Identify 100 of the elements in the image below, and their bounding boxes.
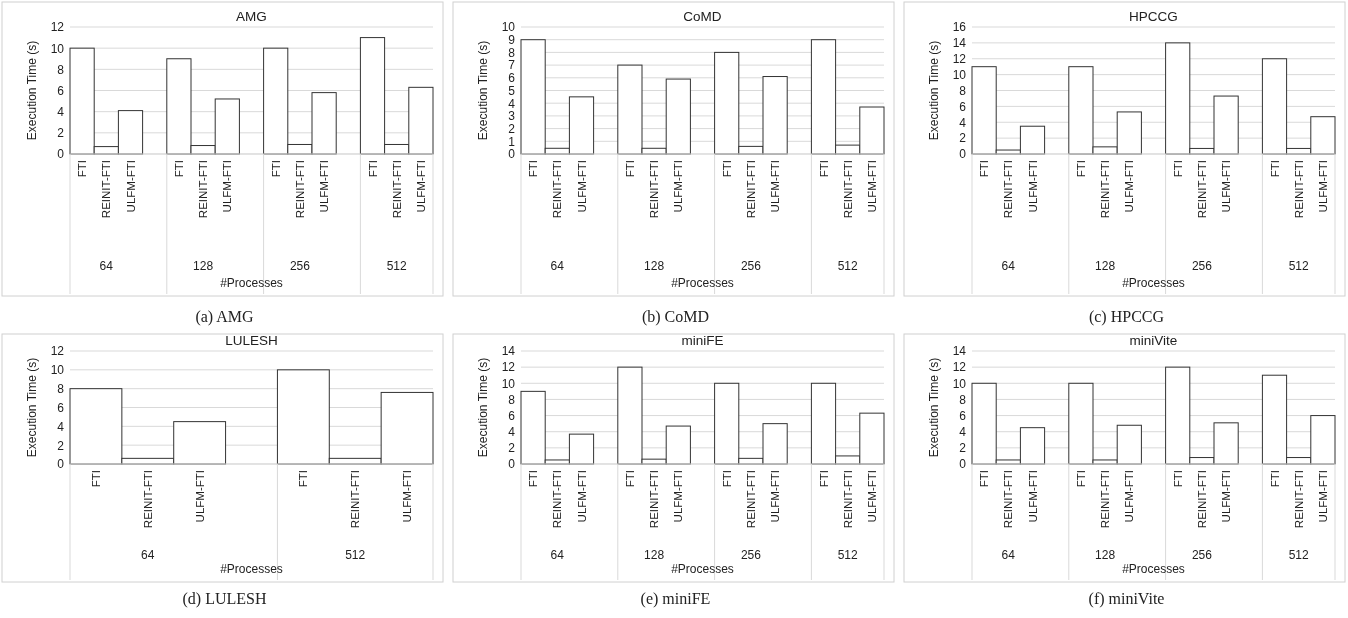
y-tick-label: 0 — [57, 147, 65, 162]
y-tick-label: 12 — [952, 360, 967, 375]
x-tick-label: ULFM-FTI — [1123, 470, 1136, 523]
text: 128 — [1095, 259, 1116, 273]
x-tick-label: REINIT-FTI — [1292, 470, 1305, 529]
y-tick-label: 9 — [508, 33, 516, 48]
x-tick-label: ULFM-FTI — [124, 160, 137, 213]
y-tick-label: 2 — [508, 441, 516, 456]
y-tick-label: 4 — [959, 115, 967, 130]
text: 256 — [1191, 259, 1213, 273]
x-tick-label: REINIT-FTI — [100, 160, 113, 219]
text: 256 — [740, 259, 762, 273]
x-tick-label: ULFM-FTI — [672, 160, 685, 213]
y-tick-label: 4 — [508, 425, 516, 440]
x-tick-label: FTI — [297, 470, 310, 488]
x-tick-label: REINIT-FTI — [744, 160, 757, 219]
x-axis-title: #Processes — [220, 276, 283, 290]
text: 128 — [644, 259, 665, 273]
y-tick-label: 1 — [508, 134, 516, 149]
y-tick-label: 10 — [952, 376, 967, 391]
y-tick-label: 12 — [50, 20, 65, 35]
text: 64 — [550, 548, 565, 562]
x-tick-label: REINIT-FTI — [551, 160, 564, 219]
y-tick-label: 12 — [952, 52, 967, 67]
text: 64 — [1001, 259, 1016, 273]
x-tick-label: REINIT-FTI — [390, 160, 403, 219]
text: 256 — [740, 548, 762, 562]
x-tick-label: ULFM-FTI — [1123, 160, 1136, 213]
x-axis-title: #Processes — [671, 562, 734, 576]
x-tick-label: REINIT-FTI — [841, 470, 854, 529]
y-tick-label: 8 — [508, 392, 516, 407]
x-tick-label: ULFM-FTI — [1220, 470, 1233, 523]
chart-title: miniVite — [1129, 333, 1178, 348]
x-tick-label: ULFM-FTI — [1026, 160, 1039, 213]
y-tick-label: 14 — [952, 36, 967, 51]
y-tick-label: 14 — [952, 344, 967, 359]
x-tick-label: FTI — [527, 470, 540, 488]
y-tick-label: 2 — [508, 121, 516, 136]
x-tick-label: REINIT-FTI — [1002, 470, 1015, 529]
x-axis-title: #Processes — [1122, 276, 1185, 290]
x-tick-label: ULFM-FTI — [1026, 470, 1039, 523]
x-tick-label: ULFM-FTI — [769, 160, 782, 213]
x-tick-label: REINIT-FTI — [648, 160, 661, 219]
x-tick-label: REINIT-FTI — [744, 470, 757, 529]
y-tick-label: 2 — [959, 131, 967, 146]
x-tick-label: REINIT-FTI — [1099, 160, 1112, 219]
x-tick-label: FTI — [1171, 160, 1184, 178]
chart-title: HPCCG — [1129, 9, 1178, 24]
x-tick-label: FTI — [978, 160, 991, 178]
x-tick-label: FTI — [1171, 470, 1184, 488]
text: 512 — [345, 548, 366, 562]
y-tick-label: 0 — [508, 457, 516, 472]
x-tick-label: FTI — [269, 160, 282, 178]
x-tick-label: FTI — [172, 160, 185, 178]
x-tick-label: REINIT-FTI — [197, 160, 210, 219]
x-tick-label: FTI — [76, 160, 89, 178]
y-tick-label: 8 — [57, 382, 65, 397]
x-tick-label: ULFM-FTI — [575, 160, 588, 213]
text: 64 — [550, 259, 565, 273]
y-tick-label: 3 — [508, 109, 516, 124]
chart-title: LULESH — [225, 333, 278, 348]
text: 512 — [386, 259, 408, 273]
x-tick-label: REINIT-FTI — [1292, 160, 1305, 219]
y-tick-label: 5 — [508, 83, 516, 98]
x-tick-label: FTI — [366, 160, 379, 178]
text: 512 — [1288, 259, 1310, 273]
x-tick-label: FTI — [720, 470, 733, 488]
x-tick-label: ULFM-FTI — [221, 160, 234, 213]
text: 512 — [1288, 548, 1310, 562]
x-tick-label: FTI — [978, 470, 991, 488]
text: 128 — [1095, 548, 1116, 562]
y-tick-label: 10 — [50, 363, 65, 378]
x-tick-label: REINIT-FTI — [551, 470, 564, 529]
x-tick-label: REINIT-FTI — [293, 160, 306, 219]
y-tick-label: 0 — [959, 147, 967, 162]
x-tick-label: REINIT-FTI — [349, 470, 362, 529]
y-tick-label: 8 — [508, 45, 516, 60]
y-tick-label: 4 — [508, 96, 516, 111]
y-tick-label: 2 — [959, 441, 967, 456]
x-axis-title: #Processes — [220, 562, 283, 576]
y-axis-title: Execution Time (s) — [927, 357, 941, 458]
y-tick-label: 7 — [508, 58, 516, 73]
y-tick-label: 4 — [57, 419, 65, 434]
x-tick-label: ULFM-FTI — [865, 160, 878, 213]
x-tick-label: ULFM-FTI — [1316, 160, 1329, 213]
y-tick-label: 0 — [508, 147, 516, 162]
y-tick-label: 0 — [57, 457, 65, 472]
x-tick-label: ULFM-FTI — [575, 470, 588, 523]
chart-title: CoMD — [683, 9, 722, 24]
text: 64 — [1001, 548, 1016, 562]
y-tick-label: 4 — [57, 105, 65, 120]
y-tick-label: 6 — [508, 71, 516, 86]
y-tick-label: 10 — [501, 376, 516, 391]
y-tick-label: 10 — [952, 67, 967, 82]
x-tick-label: FTI — [527, 160, 540, 178]
y-tick-label: 10 — [501, 20, 516, 35]
text: 256 — [289, 259, 311, 273]
y-tick-label: 4 — [959, 425, 967, 440]
y-tick-label: 14 — [501, 344, 516, 359]
y-tick-label: 6 — [959, 408, 967, 423]
